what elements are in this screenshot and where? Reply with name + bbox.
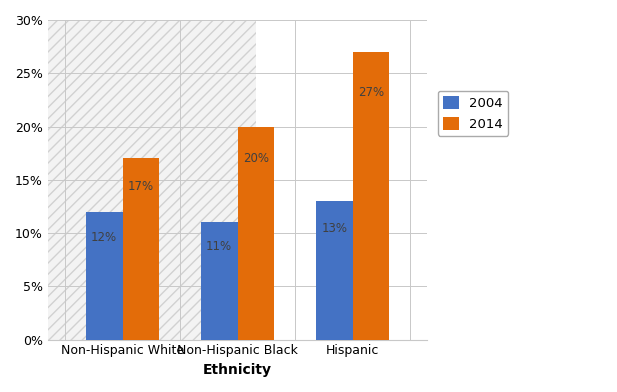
Text: 20%: 20% — [243, 152, 269, 165]
Text: 13%: 13% — [321, 222, 347, 235]
Bar — [238, 127, 275, 339]
Text: 17%: 17% — [128, 180, 154, 193]
Text: 27%: 27% — [358, 87, 384, 100]
Bar — [316, 201, 352, 339]
Bar — [352, 52, 389, 339]
Bar — [201, 222, 238, 339]
Bar — [86, 212, 123, 339]
Bar — [0, 20, 256, 339]
X-axis label: Ethnicity: Ethnicity — [203, 363, 272, 377]
Bar — [123, 158, 159, 339]
Text: 12%: 12% — [91, 231, 117, 244]
Legend: 2004, 2014: 2004, 2014 — [438, 91, 508, 136]
Text: 11%: 11% — [206, 240, 232, 253]
